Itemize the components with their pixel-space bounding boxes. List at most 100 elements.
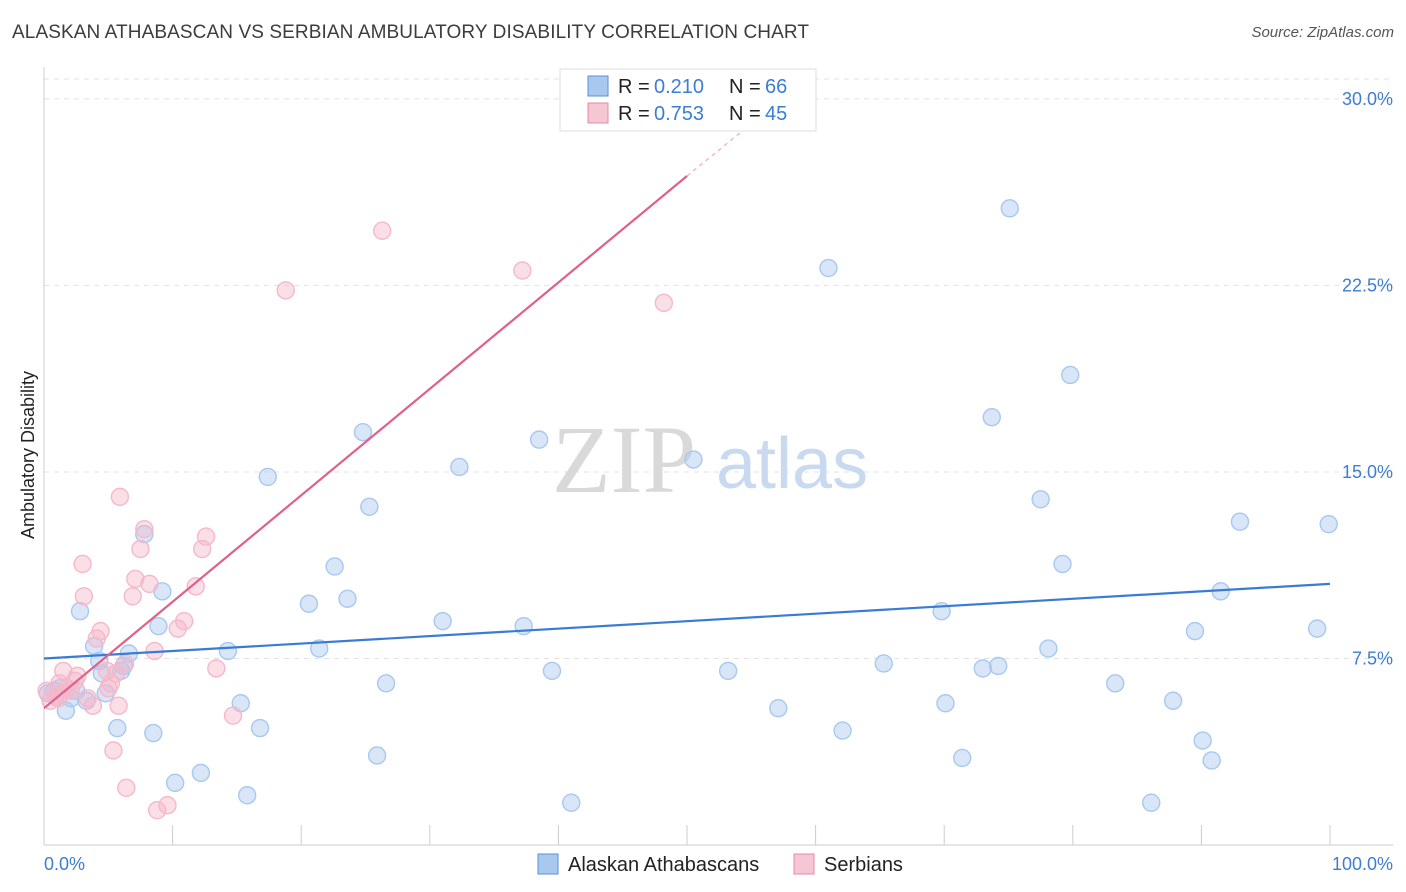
point-alaskan-athabascan <box>353 422 373 442</box>
data-points <box>37 199 1338 820</box>
point-alaskan-athabascan <box>149 616 168 636</box>
point-serbian <box>158 796 177 815</box>
point-serbian <box>109 696 128 715</box>
legend-n-value-1: 66 <box>765 76 787 98</box>
point-serbian <box>147 800 167 820</box>
legend-n-label-1: N = <box>729 76 761 98</box>
point-alaskan-athabascan <box>542 661 562 681</box>
point-serbian <box>50 674 69 693</box>
point-alaskan-athabascan <box>310 639 329 658</box>
legend-correlation: R = 0.210 N = 66 R = 0.753 N = 45 <box>559 68 817 132</box>
point-serbian <box>91 621 110 641</box>
point-alaskan-athabascan <box>989 656 1008 676</box>
point-serbian <box>110 487 130 507</box>
trend-lines <box>43 123 1331 710</box>
point-alaskan-athabascan <box>108 718 127 738</box>
point-alaskan-athabascan <box>1053 554 1072 574</box>
legend-series-swatch-athabascan <box>537 853 559 875</box>
y-tick-label: 15.0% <box>1342 462 1393 482</box>
point-alaskan-athabascan <box>1031 490 1050 509</box>
point-serbian <box>126 569 145 589</box>
point-serbian <box>223 706 243 725</box>
y-tick-label: 30.0% <box>1342 89 1393 109</box>
legend-n-label-2: N = <box>729 103 761 125</box>
point-serbian <box>276 281 295 300</box>
chart-title: ALASKAN ATHABASCAN VS SERBIAN AMBULATORY… <box>12 22 810 43</box>
axes <box>43 67 1393 846</box>
point-serbian <box>168 619 187 638</box>
legend-r-label-2: R = <box>618 103 650 125</box>
point-alaskan-athabascan <box>953 748 972 768</box>
point-serbian <box>101 674 121 693</box>
point-alaskan-athabascan <box>165 773 185 793</box>
point-alaskan-athabascan <box>1319 514 1338 534</box>
point-alaskan-athabascan <box>936 694 955 713</box>
point-alaskan-athabascan <box>718 661 738 681</box>
point-alaskan-athabascan <box>1307 619 1327 638</box>
point-serbian <box>186 577 205 596</box>
point-serbian <box>74 587 94 606</box>
x-tick-label-min: 0.0% <box>44 854 85 874</box>
point-alaskan-athabascan <box>325 557 344 576</box>
point-alaskan-athabascan <box>1106 674 1125 693</box>
y-tick-label: 22.5% <box>1342 275 1393 295</box>
legend-series: Alaskan Athabascans Serbians <box>537 853 903 876</box>
legend-r-value-2: 0.753 <box>654 103 704 125</box>
legend-series-label-athabascan: Alaskan Athabascans <box>568 854 759 876</box>
point-alaskan-athabascan <box>1230 512 1250 531</box>
point-serbian <box>654 293 674 313</box>
point-serbian <box>115 654 135 673</box>
point-alaskan-athabascan <box>338 589 357 608</box>
point-alaskan-athabascan <box>973 659 992 678</box>
point-alaskan-athabascan <box>819 258 838 278</box>
legend-series-swatch-serbian <box>793 853 815 875</box>
point-serbian <box>99 679 118 698</box>
point-alaskan-athabascan <box>1142 793 1161 812</box>
point-serbian <box>104 741 123 760</box>
legend-r-value-1: 0.210 <box>654 76 704 98</box>
point-alaskan-athabascan <box>433 611 452 631</box>
point-alaskan-athabascan <box>218 641 238 661</box>
point-serbian <box>73 554 92 574</box>
point-alaskan-athabascan <box>144 723 163 743</box>
source-credit: Source: ZipAtlas.com <box>1251 24 1394 41</box>
series-alaskan-athabascans <box>38 199 1338 812</box>
point-serbian <box>68 666 87 686</box>
trend-line-serbians-extension <box>686 123 752 177</box>
y-axis-label: Ambulatory Disability <box>18 371 38 539</box>
point-alaskan-athabascan <box>1000 199 1019 218</box>
point-serbian <box>207 659 226 678</box>
point-alaskan-athabascan <box>1185 621 1205 641</box>
point-serbian <box>117 778 136 797</box>
point-serbian <box>174 611 194 631</box>
point-alaskan-athabascan <box>529 430 549 449</box>
point-alaskan-athabascan <box>1039 639 1058 658</box>
watermark-zip: ZIP <box>552 406 696 513</box>
point-alaskan-athabascan <box>562 793 581 812</box>
legend-swatch-athabascan <box>587 75 609 97</box>
trend-line-serbians <box>43 175 688 710</box>
point-alaskan-athabascan <box>833 721 852 740</box>
point-alaskan-athabascan <box>874 654 893 673</box>
point-alaskan-athabascan <box>135 524 154 544</box>
gridlines <box>44 78 1393 659</box>
point-serbian <box>196 527 216 546</box>
legend-swatch-serbian <box>587 102 609 124</box>
legend-r-label-1: R = <box>618 76 650 98</box>
point-alaskan-athabascan <box>191 763 211 783</box>
point-alaskan-athabascan <box>237 786 257 805</box>
point-alaskan-athabascan <box>258 467 277 487</box>
point-alaskan-athabascan <box>982 408 1001 427</box>
point-serbian <box>373 221 392 240</box>
point-alaskan-athabascan <box>70 602 90 621</box>
point-serbian <box>131 539 150 559</box>
point-serbian <box>83 696 103 715</box>
legend-n-value-2: 45 <box>765 103 787 125</box>
point-alaskan-athabascan <box>684 450 703 469</box>
legend-series-label-serbian: Serbians <box>824 854 903 876</box>
series-serbians <box>37 221 674 820</box>
point-alaskan-athabascan <box>450 457 469 477</box>
trend-line-alaskan-athabascans <box>43 582 1331 660</box>
point-alaskan-athabascan <box>1193 731 1212 750</box>
point-alaskan-athabascan <box>1202 751 1221 770</box>
